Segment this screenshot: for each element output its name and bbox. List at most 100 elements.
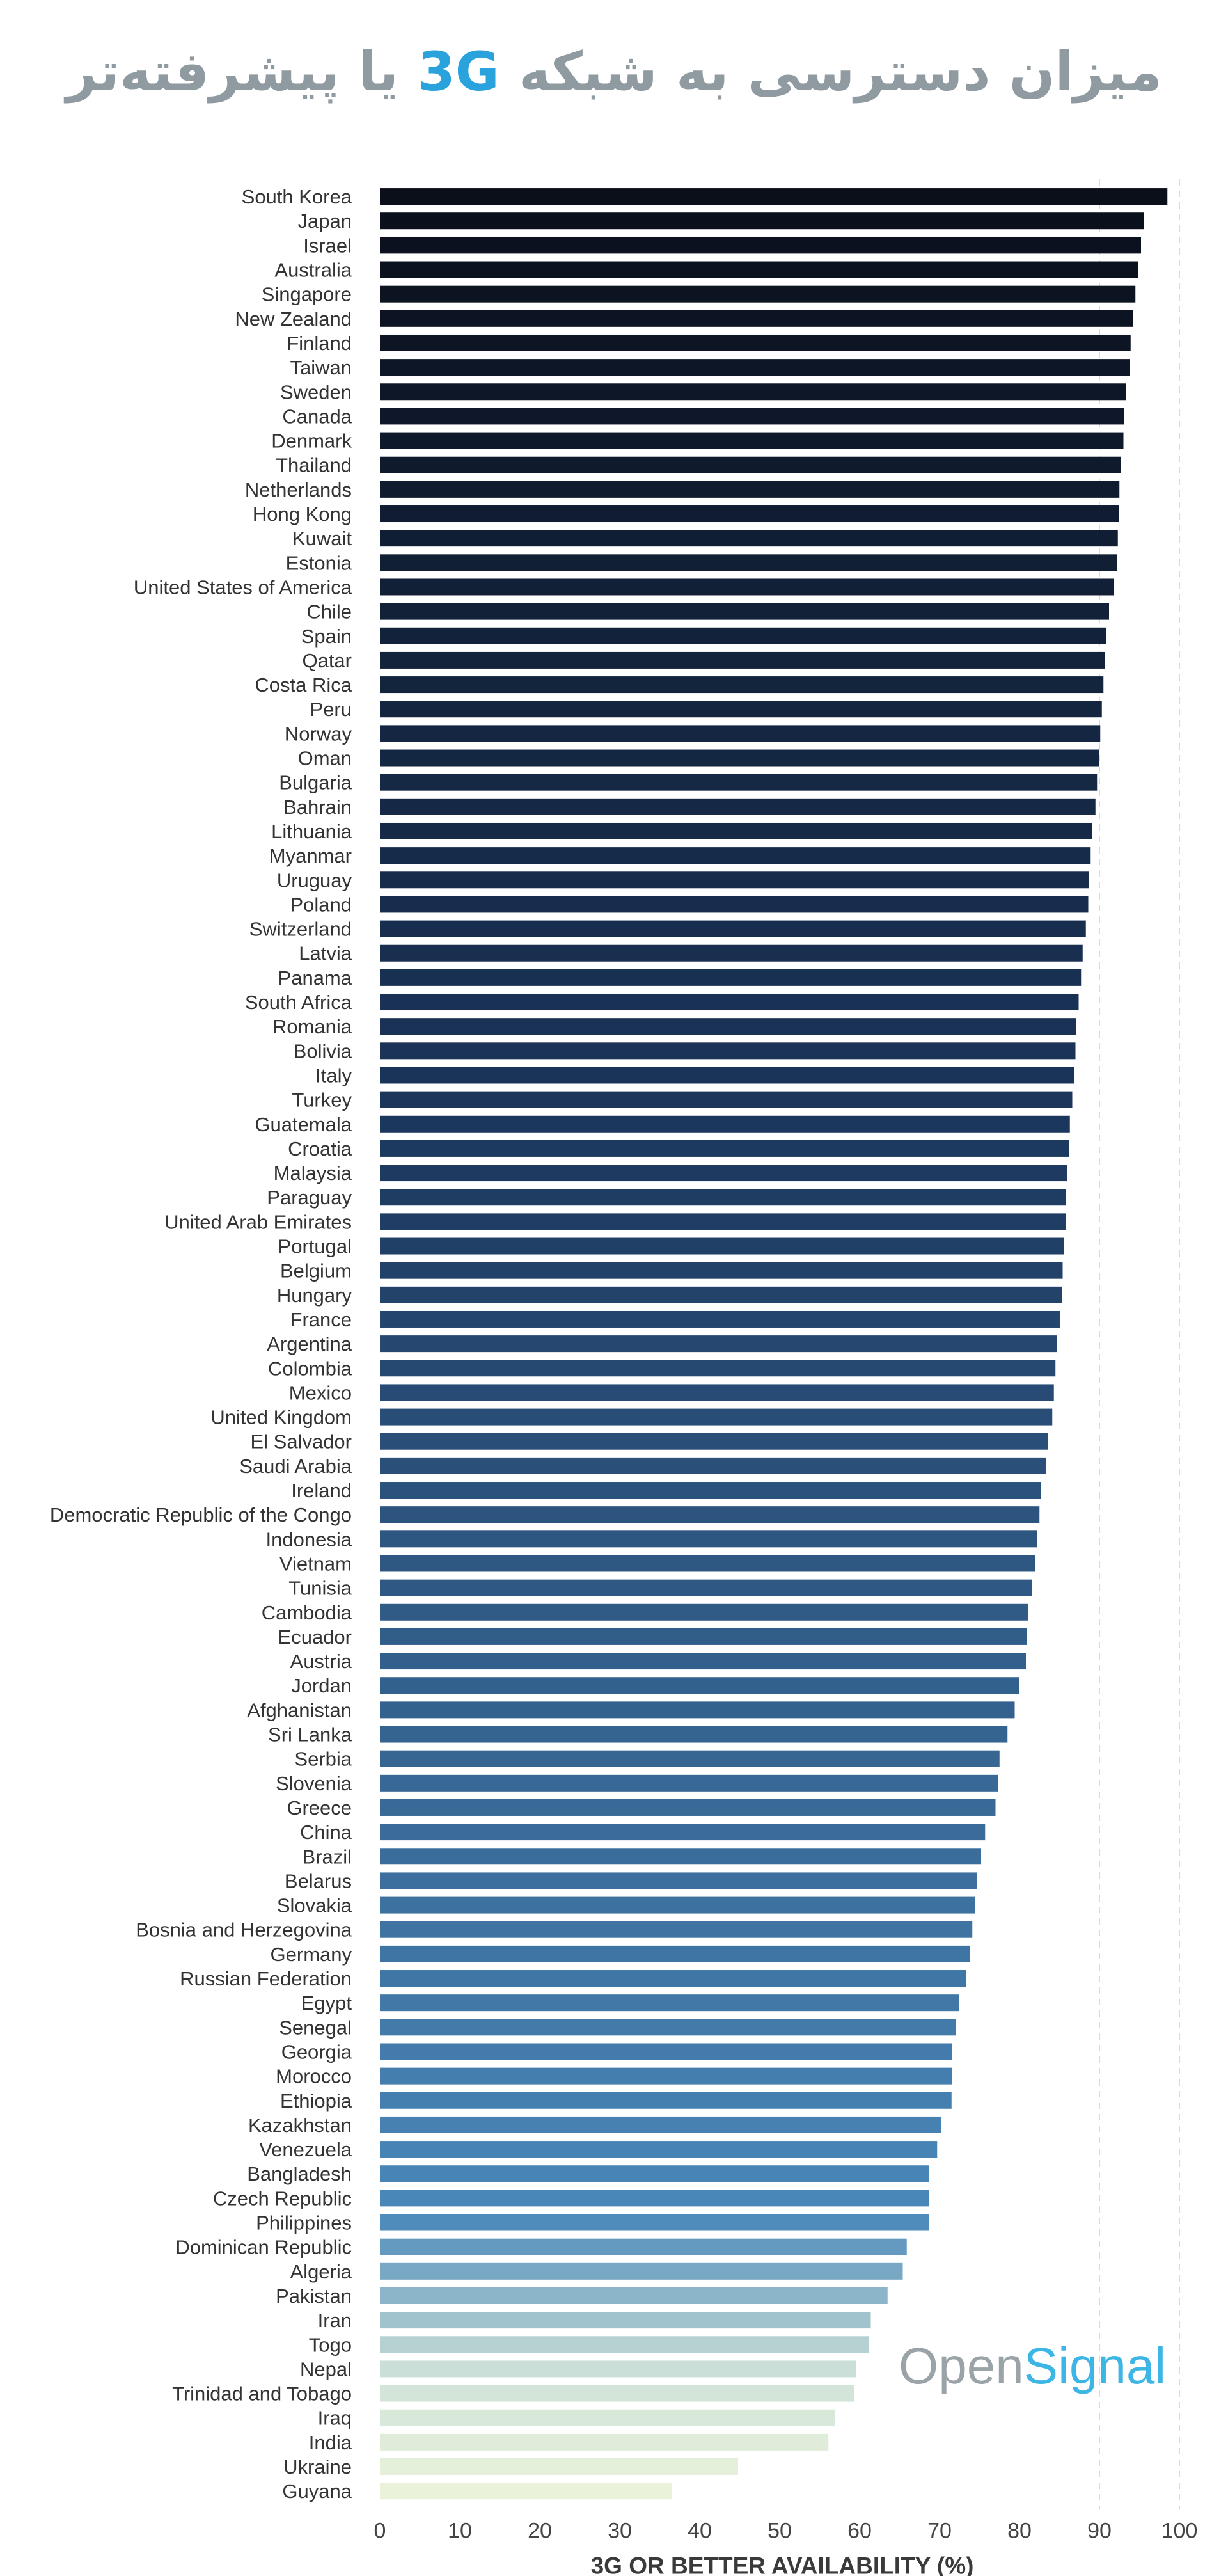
category-label: United Arab Emirates bbox=[164, 1211, 352, 1233]
title-part-2: یا پیشرفته‌تر bbox=[66, 40, 399, 103]
bar bbox=[380, 1653, 1026, 1670]
category-label: Serbia bbox=[294, 1748, 352, 1770]
category-label: Norway bbox=[285, 722, 352, 745]
title-highlight-3g: 3G bbox=[418, 40, 500, 103]
opensignal-logo: OpenSignal bbox=[899, 2334, 1166, 2398]
category-label: Brazil bbox=[302, 1845, 352, 1868]
category-label: Democratic Republic of the Congo bbox=[50, 1504, 352, 1526]
bar bbox=[380, 1018, 1076, 1035]
bar bbox=[380, 1628, 1027, 1645]
bar bbox=[380, 1872, 977, 1889]
bar bbox=[380, 1457, 1046, 1474]
bar bbox=[380, 1555, 1035, 1572]
category-label: Canada bbox=[282, 405, 352, 427]
bar bbox=[380, 2287, 888, 2304]
category-label: India bbox=[309, 2431, 352, 2454]
category-label: Egypt bbox=[301, 1992, 352, 2014]
category-label: Japan bbox=[298, 210, 352, 232]
bar bbox=[380, 1774, 998, 1792]
bar bbox=[380, 212, 1144, 230]
x-tick-label: 100 bbox=[1161, 2518, 1198, 2543]
category-label: Bosnia and Herzegovina bbox=[136, 1919, 352, 1941]
category-label: Estonia bbox=[286, 552, 352, 574]
bar bbox=[380, 1286, 1062, 1303]
bar bbox=[380, 1750, 1000, 1767]
x-tick-label: 50 bbox=[767, 2518, 792, 2543]
bar bbox=[380, 896, 1089, 913]
category-label: Ecuador bbox=[278, 1626, 352, 1648]
bar bbox=[380, 969, 1082, 986]
bar bbox=[380, 1799, 996, 1816]
category-label: Myanmar bbox=[269, 845, 352, 867]
category-label: Austria bbox=[290, 1650, 352, 1673]
category-label: Turkey bbox=[292, 1089, 352, 1111]
category-label: Kazakhstan bbox=[248, 2114, 352, 2136]
category-label: Togo bbox=[309, 2334, 352, 2356]
x-axis-title: 3G OR BETTER AVAILABILITY (%) bbox=[591, 2552, 974, 2576]
bar bbox=[380, 2336, 869, 2353]
bar bbox=[380, 701, 1102, 718]
bar bbox=[380, 432, 1124, 449]
bar bbox=[380, 1945, 970, 1962]
bar bbox=[380, 1115, 1070, 1133]
category-label: China bbox=[300, 1821, 352, 1843]
category-label: Qatar bbox=[302, 649, 352, 672]
category-label: Sri Lanka bbox=[268, 1724, 352, 1746]
category-label: Slovakia bbox=[277, 1895, 352, 1917]
bar bbox=[380, 1189, 1066, 1206]
bar bbox=[380, 1506, 1040, 1523]
bar bbox=[380, 481, 1120, 498]
bar bbox=[380, 1848, 981, 1865]
category-label: Nepal bbox=[300, 2358, 352, 2380]
category-label: Belgium bbox=[280, 1260, 352, 1282]
bar bbox=[380, 2385, 854, 2402]
bar bbox=[380, 798, 1096, 815]
category-label: Guyana bbox=[282, 2480, 352, 2502]
category-label: Ireland bbox=[291, 1479, 352, 1502]
category-label: Switzerland bbox=[249, 918, 352, 941]
x-tick-label: 70 bbox=[927, 2518, 952, 2543]
bar bbox=[380, 2092, 952, 2109]
bar bbox=[380, 2165, 929, 2182]
bar bbox=[380, 2043, 952, 2060]
category-label: Australia bbox=[274, 259, 352, 282]
bar bbox=[380, 261, 1138, 278]
category-label: El Salvador bbox=[250, 1431, 352, 1453]
bar bbox=[380, 1701, 1015, 1719]
category-label: New Zealand bbox=[235, 308, 352, 330]
bar bbox=[380, 1262, 1063, 1279]
category-label: Ukraine bbox=[283, 2456, 352, 2478]
x-tick-label: 90 bbox=[1087, 2518, 1112, 2543]
category-label: Costa Rica bbox=[255, 674, 352, 696]
category-label: Iraq bbox=[318, 2407, 352, 2429]
bar bbox=[380, 2141, 938, 2158]
bar bbox=[380, 1140, 1069, 1157]
category-label: Hungary bbox=[277, 1284, 352, 1307]
category-label: Ethiopia bbox=[280, 2090, 352, 2112]
bar bbox=[380, 2190, 929, 2207]
bar bbox=[380, 2019, 956, 2036]
category-label: Panama bbox=[278, 967, 352, 989]
bar bbox=[380, 1530, 1037, 1548]
bar bbox=[380, 456, 1121, 473]
bar bbox=[380, 578, 1114, 596]
category-label: Malaysia bbox=[274, 1162, 352, 1184]
bar bbox=[380, 2116, 941, 2133]
bar bbox=[380, 871, 1089, 889]
category-label: Trinidad and Tobago bbox=[172, 2383, 352, 2405]
category-label: Lithuania bbox=[271, 820, 352, 843]
bar bbox=[380, 1603, 1028, 1621]
x-tick-label: 60 bbox=[847, 2518, 872, 2543]
category-label: Senegal bbox=[279, 2016, 352, 2039]
bar bbox=[380, 1921, 973, 1938]
bar bbox=[380, 1042, 1076, 1060]
x-tick-label: 30 bbox=[608, 2518, 632, 2543]
category-label: Dominican Republic bbox=[175, 2236, 352, 2259]
category-label: Afghanistan bbox=[247, 1699, 352, 1721]
bar bbox=[380, 383, 1126, 401]
category-label: Algeria bbox=[290, 2261, 352, 2283]
category-label: Latvia bbox=[299, 942, 352, 965]
bar bbox=[380, 2409, 835, 2426]
bar bbox=[380, 774, 1098, 791]
